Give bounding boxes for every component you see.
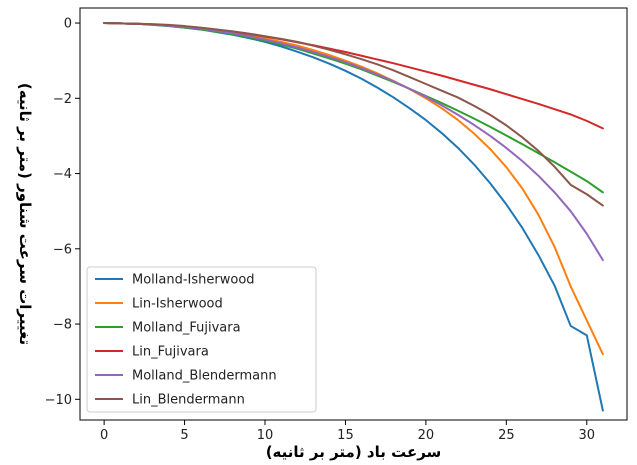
y-tick-label: 0	[64, 17, 72, 32]
x-tick-label: 0	[100, 428, 108, 443]
plot-area	[103, 22, 604, 412]
legend-label: Lin-Isherwood	[132, 297, 223, 312]
y-tick-label: −8	[53, 318, 72, 333]
x-tick-label: 30	[579, 428, 596, 443]
y-tick-label: −4	[53, 167, 72, 182]
x-axis-title: سرعت باد (متر بر ثانیه)	[266, 443, 442, 461]
plot-frame	[79, 7, 628, 421]
legend-label: Lin_Fujivara	[132, 345, 209, 360]
y-tick-label: −2	[53, 92, 72, 107]
legend-label: Molland_Fujivara	[132, 321, 241, 336]
x-tick-label: 20	[418, 428, 435, 443]
x-tick-label: 15	[337, 428, 354, 443]
y-axis-title: تغییرات سرعت شناور (متر بر ثانیه)	[16, 83, 34, 345]
legend: Molland-Isherwood Lin-Isherwood Molland_Fu…	[86, 266, 317, 413]
legend-label: Lin_Blendermann	[132, 393, 245, 408]
x-tick-label: 10	[257, 428, 274, 443]
x-tick-label: 5	[180, 428, 188, 443]
legend-box	[86, 266, 317, 413]
series-line-lin-blendermann	[103, 22, 604, 207]
legend-label: Molland-Isherwood	[132, 273, 255, 288]
x-tick-label: 25	[498, 428, 515, 443]
axes: 0 5 10 15 20 25 30 0 −2 −4 −6 −8 −10	[45, 7, 628, 443]
y-tick-label: −6	[53, 242, 72, 257]
y-tick-label: −10	[45, 393, 72, 408]
series-line-molland-blendermann	[103, 22, 604, 262]
legend-label: Molland_Blendermann	[132, 369, 277, 384]
